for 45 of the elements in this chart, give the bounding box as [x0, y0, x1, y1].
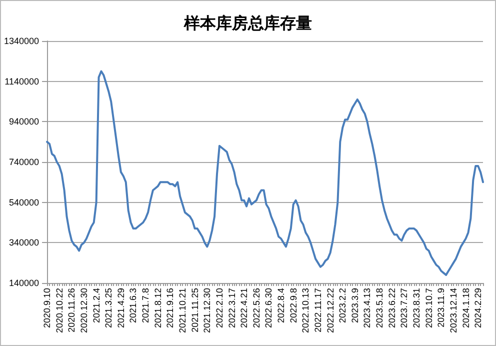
x-tick-label: 2023.8.31	[411, 288, 422, 328]
x-tick-label: 2023.6.22	[386, 288, 397, 328]
x-tick-label: 2021.8.12	[152, 288, 163, 328]
y-tick-label: 1340000	[4, 36, 40, 46]
x-tick-label: 2021.2.4	[91, 288, 102, 324]
y-tick-label: 1140000	[4, 76, 40, 86]
x-tick-label: 2022.11.17	[312, 288, 323, 332]
x-tick-label: 2023.5.18	[374, 288, 385, 328]
x-tick-label: 2022.12.22	[325, 288, 336, 334]
x-tick-label: 2021.12.30	[202, 288, 212, 334]
x-tick-label: 2022.3.17	[226, 288, 237, 328]
x-tick-label: 2023.2.2	[338, 288, 348, 324]
y-tick-label: 540000	[8, 197, 40, 208]
x-tick-label: 2021.10.21	[178, 288, 188, 334]
x-tick-label: 2021.9.16	[165, 288, 176, 328]
x-tick-label: 2021.4.29	[116, 288, 126, 328]
y-tick-label: 740000	[8, 157, 40, 167]
y-tick-label: 940000	[8, 116, 40, 127]
x-tick-label: 2023.12.14	[448, 288, 458, 334]
x-tick-label: 2021.11.25	[190, 288, 200, 332]
x-tick-label: 2023.11.9	[436, 288, 446, 328]
x-tick-label: 2021.3.25	[104, 288, 114, 328]
x-tick-label: 2020.9.10	[42, 288, 52, 328]
x-tick-label: 2024.1.18	[460, 288, 471, 328]
x-tick-label: 2023.7.27	[399, 288, 410, 328]
x-tick-label: 2023.3.9	[350, 288, 360, 324]
x-tick-label: 2021.6.3	[128, 288, 138, 324]
x-tick-label: 2020.12.30	[78, 288, 89, 334]
x-tick-label: 2023.10.7	[424, 288, 434, 328]
x-tick-label: 2022.9.8	[288, 288, 298, 324]
x-tick-label: 2022.6.30	[264, 288, 274, 328]
chart-title: 样本库房总库存量	[183, 14, 312, 32]
x-tick-label: 2021.7.8	[140, 288, 151, 324]
y-tick-label: 340000	[8, 238, 40, 248]
y-tick-label: 140000	[8, 278, 40, 288]
x-tick-label: 2022.8.4	[276, 288, 286, 324]
x-tick-label: 2023.4.13	[362, 288, 372, 328]
x-tick-label: 2022.5.26	[251, 288, 262, 328]
x-tick-label: 2022.4.21	[239, 288, 250, 328]
x-tick-label: 2020.11.26	[66, 288, 77, 332]
x-tick-label: 2022.10.13	[300, 288, 311, 334]
x-tick-label: 2024.2.29	[473, 288, 484, 328]
x-tick-label: 2022.2.10	[214, 288, 224, 328]
x-tick-label: 2020.10.22	[54, 288, 64, 334]
line-series	[46, 70, 484, 276]
